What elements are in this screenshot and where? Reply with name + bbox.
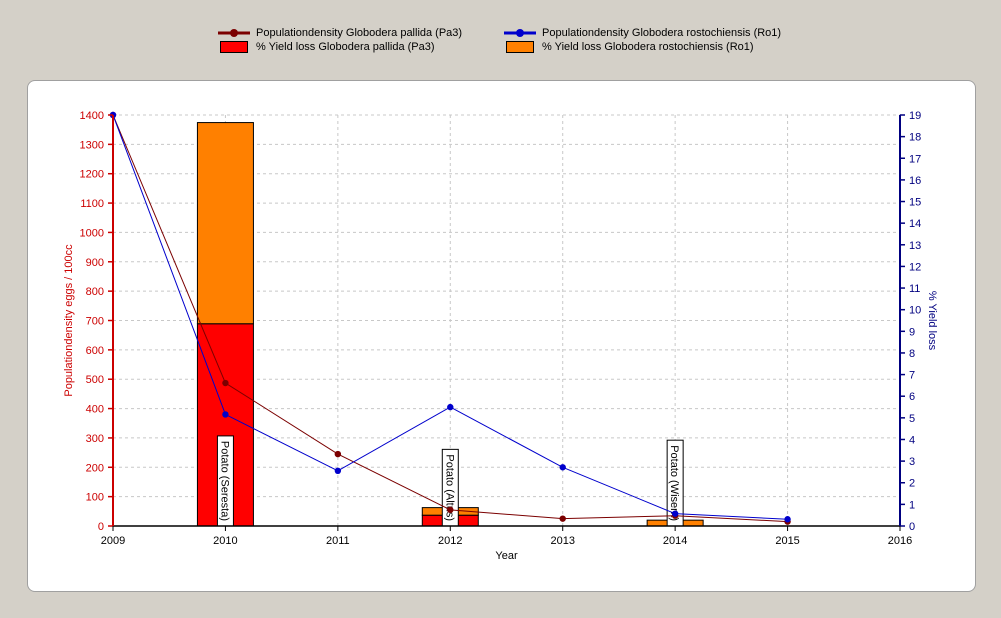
right-tick-label: 7 bbox=[909, 370, 915, 382]
right-tick-label: 18 bbox=[909, 132, 921, 144]
chart-legend: Populationdensity Globodera pallida (Pa3… bbox=[0, 0, 1001, 70]
series-point-pallida bbox=[559, 515, 566, 522]
left-tick-label: 400 bbox=[86, 404, 104, 416]
right-tick-label: 11 bbox=[909, 283, 920, 295]
legend-item-rostochiensis-yield: % Yield loss Globodera rostochiensis (Ro… bbox=[504, 41, 754, 53]
left-tick-label: 600 bbox=[86, 345, 104, 357]
left-tick-label: 300 bbox=[86, 433, 104, 445]
crop-annotation-text: Potato (Altus) bbox=[443, 454, 455, 521]
legend-bar-swatch bbox=[220, 41, 248, 53]
right-tick-label: 6 bbox=[909, 391, 915, 403]
legend-line-marker bbox=[504, 27, 536, 39]
x-tick-label: 2014 bbox=[663, 535, 687, 547]
legend-item-pallida-yield: % Yield loss Globodera pallida (Pa3) bbox=[218, 41, 435, 53]
legend-item-rostochiensis-density: Populationdensity Globodera rostochiensi… bbox=[504, 27, 781, 39]
left-tick-label: 200 bbox=[86, 462, 104, 474]
crop-annotation: Potato (Altus) bbox=[441, 448, 459, 527]
left-tick-label: 1000 bbox=[80, 227, 104, 239]
right-tick-label: 13 bbox=[909, 240, 921, 252]
right-tick-label: 9 bbox=[909, 326, 915, 338]
legend-label: Populationdensity Globodera rostochiensi… bbox=[542, 27, 782, 39]
x-tick-label: 2015 bbox=[775, 535, 799, 547]
right-tick-label: 15 bbox=[909, 197, 921, 209]
series-point-rostochiensis bbox=[671, 510, 679, 517]
left-tick-label: 1400 bbox=[80, 110, 104, 122]
right-tick-label: 0 bbox=[909, 521, 915, 533]
left-tick-label: 800 bbox=[86, 286, 104, 298]
right-tick-label: 16 bbox=[909, 175, 921, 187]
left-tick-label: 1100 bbox=[80, 198, 104, 210]
right-tick-label: 1 bbox=[909, 499, 915, 511]
left-tick-label: 0 bbox=[98, 521, 104, 533]
left-axis-title: Populationdensity eggs / 100cc bbox=[63, 244, 75, 397]
right-tick-label: 4 bbox=[909, 434, 915, 446]
x-tick-label: 2013 bbox=[550, 535, 574, 547]
legend-line-marker bbox=[218, 27, 250, 39]
series-point-pallida bbox=[334, 450, 342, 458]
right-tick-label: 19 bbox=[909, 110, 921, 122]
crop-annotation-text: Potato (Seresta) bbox=[218, 441, 230, 521]
series-point-rostochiensis bbox=[334, 467, 342, 475]
left-tick-label: 1200 bbox=[80, 169, 104, 181]
chart-panel bbox=[27, 80, 976, 592]
right-tick-label: 3 bbox=[909, 456, 915, 468]
series-point-rostochiensis bbox=[784, 516, 791, 523]
right-axis-title: % Yield loss bbox=[926, 291, 938, 351]
legend-label: % Yield loss Globodera rostochiensis (Ro… bbox=[542, 41, 754, 53]
legend-label: % Yield loss Globodera pallida (Pa3) bbox=[256, 41, 435, 53]
legend-item-pallida-density: Populationdensity Globodera pallida (Pa3… bbox=[218, 27, 462, 39]
left-tick-label: 900 bbox=[86, 257, 104, 269]
legend-bar-swatch bbox=[506, 41, 534, 53]
series-point-pallida bbox=[447, 506, 454, 514]
left-tick-label: 500 bbox=[86, 374, 104, 386]
right-tick-label: 8 bbox=[909, 348, 915, 360]
x-tick-label: 2011 bbox=[326, 535, 350, 547]
bar-rostochiensis-2010 bbox=[196, 122, 254, 325]
crop-annotation: Potato (Wisent) bbox=[666, 439, 684, 527]
x-axis-title: Year bbox=[495, 550, 518, 562]
right-tick-label: 14 bbox=[909, 218, 921, 230]
x-tick-label: 2009 bbox=[101, 535, 125, 547]
right-tick-label: 5 bbox=[909, 413, 915, 425]
right-tick-label: 2 bbox=[909, 478, 915, 490]
series-point-rostochiensis bbox=[222, 411, 229, 418]
crop-annotation-text: Potato (Wisent) bbox=[668, 445, 680, 521]
series-point-pallida bbox=[222, 379, 229, 387]
x-tick-label: 2012 bbox=[438, 535, 462, 547]
right-tick-label: 12 bbox=[909, 261, 921, 273]
left-tick-label: 1300 bbox=[80, 139, 104, 151]
legend-label: Populationdensity Globodera pallida (Pa3… bbox=[256, 27, 463, 39]
left-tick-label: 700 bbox=[86, 316, 104, 328]
left-tick-label: 100 bbox=[86, 492, 104, 504]
x-tick-label: 2016 bbox=[888, 535, 912, 547]
x-tick-label: 2010 bbox=[213, 535, 237, 547]
series-point-rostochiensis bbox=[447, 403, 454, 411]
right-tick-label: 10 bbox=[909, 305, 921, 317]
right-tick-label: 17 bbox=[909, 153, 921, 165]
series-point-rostochiensis bbox=[559, 464, 566, 471]
crop-annotation: Potato (Seresta) bbox=[216, 435, 234, 527]
